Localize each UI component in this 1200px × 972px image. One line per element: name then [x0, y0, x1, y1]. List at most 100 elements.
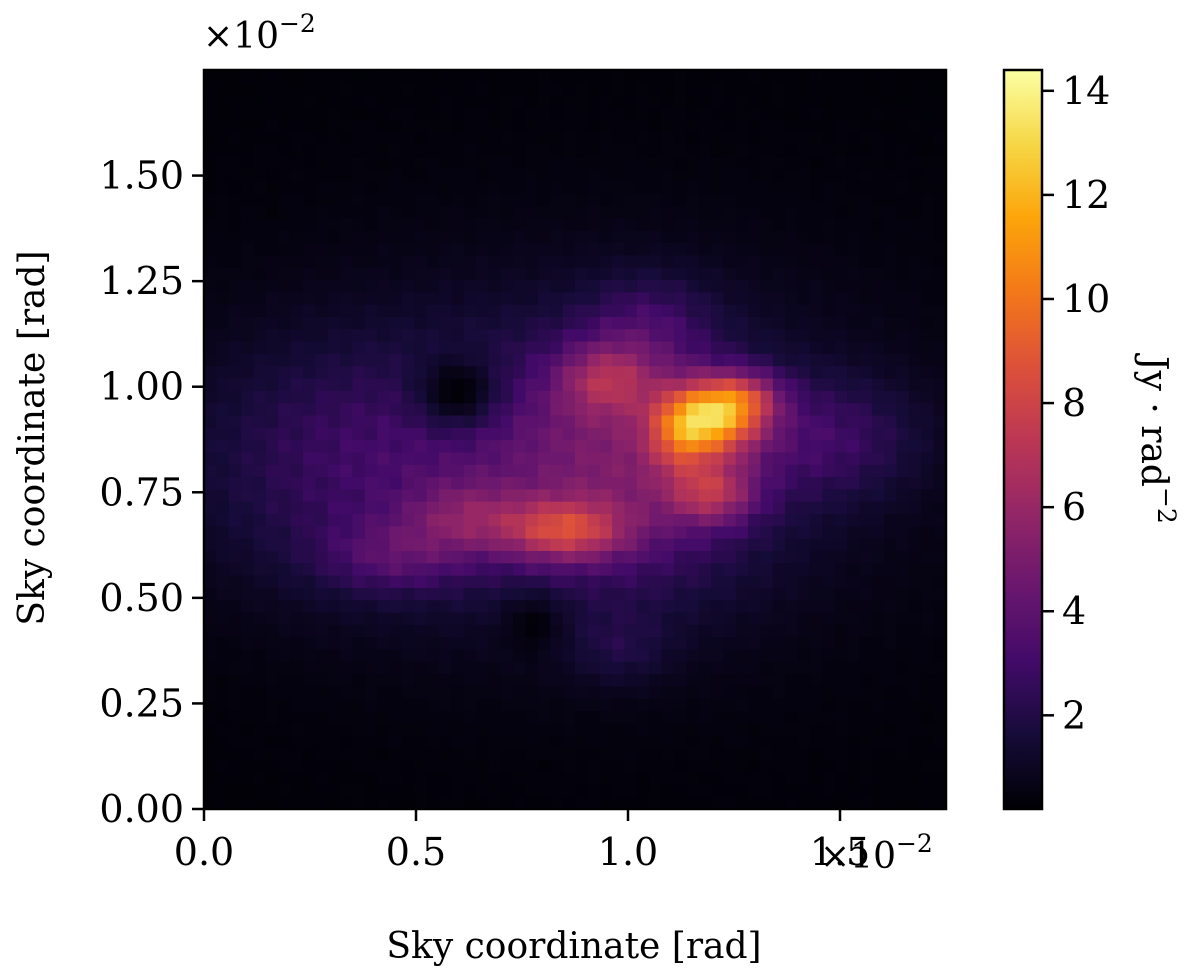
- heatmap-cell: [327, 747, 341, 761]
- heatmap-cell: [401, 316, 415, 330]
- heatmap-cell: [265, 722, 279, 736]
- heatmap-cell: [711, 439, 724, 453]
- heatmap-cell: [834, 784, 848, 798]
- heatmap-cell: [575, 230, 588, 244]
- heatmap-cell: [575, 710, 588, 724]
- heatmap-cell: [537, 168, 551, 182]
- heatmap-cell: [241, 488, 255, 502]
- heatmap-cell: [809, 673, 823, 687]
- heatmap-cell: [216, 538, 230, 551]
- heatmap-cell: [711, 168, 724, 182]
- heatmap-cell: [315, 611, 329, 625]
- heatmap-cell: [525, 599, 539, 613]
- heatmap-cell: [513, 340, 527, 354]
- heatmap-cell: [575, 279, 588, 293]
- heatmap-cell: [488, 279, 502, 293]
- heatmap-cell: [550, 587, 564, 601]
- heatmap-cell: [414, 340, 428, 354]
- heatmap-cell: [476, 648, 490, 662]
- heatmap-cell: [673, 550, 687, 564]
- heatmap-cell: [438, 156, 452, 170]
- heatmap-cell: [476, 759, 490, 773]
- heatmap-cell: [216, 427, 230, 441]
- heatmap-cell: [476, 624, 490, 638]
- heatmap-cell: [488, 304, 502, 317]
- heatmap-cell: [859, 414, 873, 428]
- heatmap-cell: [587, 377, 601, 391]
- heatmap-cell: [241, 94, 255, 108]
- heatmap-cell: [871, 488, 885, 502]
- heatmap-cell: [426, 710, 440, 724]
- heatmap-cell: [834, 304, 848, 317]
- heatmap-cell: [822, 636, 836, 650]
- heatmap-cell: [302, 205, 316, 219]
- heatmap-cell: [265, 193, 279, 207]
- heatmap-cell: [525, 390, 539, 404]
- heatmap-cell: [636, 648, 650, 662]
- heatmap-cell: [438, 242, 452, 256]
- heatmap-cell: [748, 82, 762, 96]
- heatmap-cell: [673, 365, 687, 379]
- heatmap-cell: [327, 476, 341, 490]
- heatmap-cell: [760, 119, 774, 133]
- heatmap-cell: [698, 82, 712, 96]
- heatmap-cell: [908, 168, 922, 182]
- heatmap-cell: [389, 574, 403, 588]
- heatmap-cell: [265, 611, 279, 625]
- heatmap-cell: [624, 217, 638, 231]
- heatmap-cell: [488, 538, 502, 551]
- heatmap-cell: [302, 82, 316, 96]
- heatmap-cell: [414, 193, 428, 207]
- heatmap-cell: [847, 488, 861, 502]
- heatmap-cell: [859, 574, 873, 588]
- heatmap-cell: [587, 562, 601, 576]
- heatmap-cell: [377, 414, 391, 428]
- heatmap-cell: [624, 525, 638, 539]
- heatmap-cell: [500, 94, 514, 108]
- heatmap-cell: [760, 636, 774, 650]
- heatmap-cell: [401, 562, 415, 576]
- heatmap-cell: [364, 70, 378, 83]
- heatmap-cell: [772, 390, 786, 404]
- heatmap-cell: [772, 636, 786, 650]
- heatmap-cell: [327, 538, 341, 551]
- heatmap-cell: [340, 377, 353, 391]
- heatmap-cell: [624, 402, 638, 416]
- heatmap-cell: [228, 279, 242, 293]
- heatmap-cell: [241, 143, 255, 157]
- heatmap-cell: [438, 574, 452, 588]
- heatmap-cell: [550, 636, 564, 650]
- heatmap-cell: [438, 661, 452, 675]
- heatmap-cell: [476, 636, 490, 650]
- heatmap-cell: [476, 70, 490, 83]
- heatmap: [204, 70, 947, 810]
- heatmap-cell: [562, 624, 576, 638]
- heatmap-cell: [278, 636, 292, 650]
- heatmap-cell: [500, 390, 514, 404]
- heatmap-cell: [389, 673, 403, 687]
- heatmap-cell: [612, 70, 626, 83]
- heatmap-cell: [748, 439, 762, 453]
- heatmap-cell: [711, 772, 724, 785]
- heatmap-cell: [686, 735, 700, 749]
- heatmap-cell: [822, 402, 836, 416]
- heatmap-cell: [871, 427, 885, 441]
- heatmap-cell: [327, 735, 341, 749]
- heatmap-cell: [513, 661, 527, 675]
- heatmap-cell: [612, 464, 626, 478]
- heatmap-cell: [822, 574, 836, 588]
- heatmap-cell: [241, 538, 255, 551]
- heatmap-cell: [327, 267, 341, 280]
- heatmap-cell: [834, 242, 848, 256]
- heatmap-cell: [562, 599, 576, 613]
- heatmap-cell: [290, 205, 304, 219]
- heatmap-cell: [228, 698, 242, 712]
- heatmap-cell: [822, 131, 836, 145]
- heatmap-cell: [661, 759, 675, 773]
- heatmap-cell: [797, 759, 811, 773]
- heatmap-cell: [253, 488, 267, 502]
- heatmap-cell: [735, 168, 749, 182]
- heatmap-cell: [265, 624, 279, 638]
- heatmap-cell: [698, 538, 712, 551]
- heatmap-cell: [216, 168, 230, 182]
